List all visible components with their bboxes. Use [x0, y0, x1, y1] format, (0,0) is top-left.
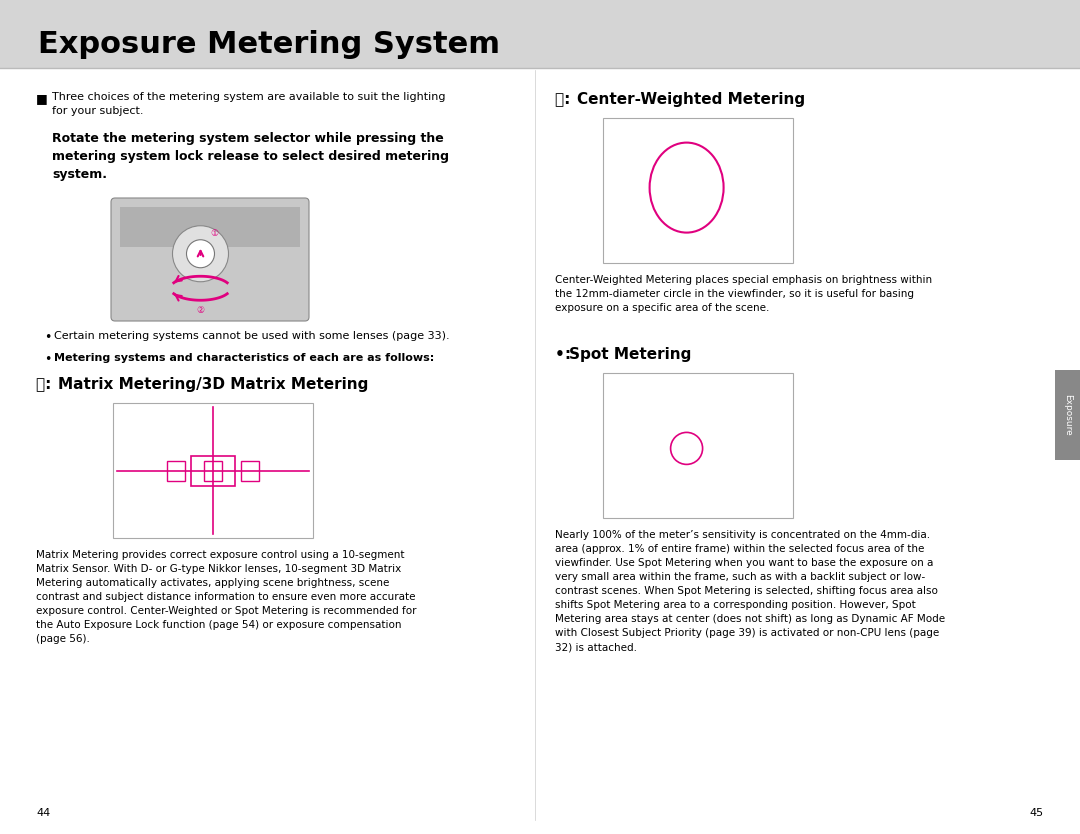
Text: Three choices of the metering system are available to suit the lighting
for your: Three choices of the metering system are… — [52, 92, 446, 116]
Bar — [1055, 370, 1080, 460]
Text: Certain metering systems cannot be used with some lenses (page 33).: Certain metering systems cannot be used … — [54, 331, 449, 341]
Bar — [113, 403, 313, 538]
Text: Nearly 100% of the meter’s sensitivity is concentrated on the 4mm-dia.
area (app: Nearly 100% of the meter’s sensitivity i… — [555, 530, 945, 652]
Text: Rotate the metering system selector while pressing the
metering system lock rele: Rotate the metering system selector whil… — [52, 132, 449, 181]
Circle shape — [173, 226, 229, 282]
Text: Exposure: Exposure — [1063, 394, 1072, 436]
Text: •:: •: — [555, 347, 577, 362]
FancyBboxPatch shape — [111, 198, 309, 321]
Bar — [603, 373, 793, 518]
Text: 44: 44 — [36, 808, 51, 818]
Text: Metering systems and characteristics of each are as follows:: Metering systems and characteristics of … — [54, 353, 434, 363]
Text: ①: ① — [211, 229, 218, 239]
Text: ⓢ:: ⓢ: — [36, 377, 56, 392]
Text: ■: ■ — [36, 92, 48, 105]
Bar — [603, 118, 793, 263]
Text: •: • — [44, 331, 52, 344]
Bar — [191, 455, 235, 485]
Text: Matrix Metering/3D Matrix Metering: Matrix Metering/3D Matrix Metering — [58, 377, 368, 392]
Text: ②: ② — [197, 306, 204, 314]
Text: Exposure Metering System: Exposure Metering System — [38, 29, 500, 58]
Text: 45: 45 — [1030, 808, 1044, 818]
Bar — [167, 460, 185, 480]
Bar — [204, 460, 222, 480]
Bar — [120, 207, 300, 247]
Text: ⓦ:: ⓦ: — [555, 92, 576, 107]
Bar — [0, 0, 1080, 68]
Text: Center-Weighted Metering places special emphasis on brightness within
the 12mm-d: Center-Weighted Metering places special … — [555, 275, 932, 313]
Text: Matrix Metering provides correct exposure control using a 10-segment
Matrix Sens: Matrix Metering provides correct exposur… — [36, 550, 417, 644]
Bar — [241, 460, 259, 480]
Text: Center-Weighted Metering: Center-Weighted Metering — [577, 92, 805, 107]
Text: Spot Metering: Spot Metering — [569, 347, 691, 362]
Text: •: • — [44, 353, 52, 366]
Circle shape — [187, 239, 215, 268]
